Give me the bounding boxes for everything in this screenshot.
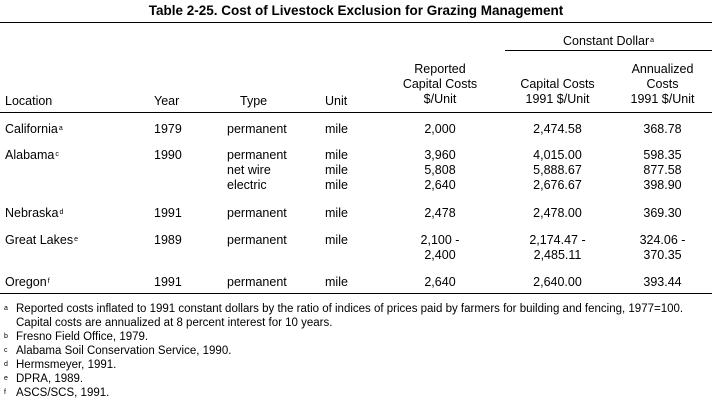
- row-annualized: 324.06 -: [639, 233, 686, 247]
- row-year: 1990: [154, 148, 182, 162]
- row-capital: 2,174.47 -: [529, 233, 586, 247]
- row-reported: 2,000: [424, 122, 456, 136]
- row-year: 1979: [154, 122, 182, 136]
- row-type: permanent: [227, 122, 287, 136]
- row-annualized: 877.58: [643, 163, 682, 177]
- row-year: 1989: [154, 233, 182, 247]
- row-capital: 2,676.67: [533, 178, 582, 192]
- row-unit: mile: [325, 122, 348, 136]
- constant-dollar-mark: a: [650, 37, 655, 44]
- footnote: e DPRA, 1989.: [4, 373, 84, 385]
- footnote: a Reported costs inflated to 1991 constan…: [4, 303, 684, 315]
- row-unit: mile: [325, 163, 348, 177]
- bottom-rule: [0, 293, 712, 294]
- header-type: Type: [240, 94, 268, 108]
- row-unit: mile: [325, 206, 348, 220]
- row-capital: 2,485.11: [533, 248, 582, 262]
- row-capital: 5,888.67: [533, 163, 582, 177]
- row-year: 1991: [154, 206, 182, 220]
- row-year: 1991: [154, 275, 182, 289]
- row-annualized: 369.30: [643, 206, 682, 220]
- header-capital-line: 1991 $/Unit: [525, 92, 590, 106]
- row-capital: 2,474.58: [533, 122, 582, 136]
- row-reported: 5,808: [424, 163, 456, 177]
- row-capital: 2,640.00: [533, 275, 582, 289]
- header-reported: Reported Capital Costs $/Unit: [380, 62, 500, 107]
- row-location: Oregonf: [5, 275, 50, 289]
- row-annualized: 398.90: [643, 178, 682, 192]
- row-reported: 2,400: [424, 248, 456, 262]
- row-reported: 2,640: [424, 178, 456, 192]
- constant-dollar-rule: [505, 50, 712, 51]
- footnote: c Alabama Soil Conservation Service, 1990…: [4, 345, 232, 357]
- row-unit: mile: [325, 178, 348, 192]
- row-capital: 4,015.00: [533, 148, 582, 162]
- constant-dollar-label: Constant Dollar: [562, 34, 650, 48]
- row-type: permanent: [227, 275, 287, 289]
- header-reported-line: Capital Costs: [402, 77, 478, 91]
- row-location: Great Lakese: [5, 233, 78, 247]
- header-annualized-line: Annualized: [631, 62, 694, 76]
- row-location: Nebraskad: [5, 206, 64, 220]
- row-reported: 2,478: [424, 206, 456, 220]
- header-year: Year: [154, 94, 180, 108]
- row-reported: 2,640: [424, 275, 456, 289]
- header-reported-line: $/Unit: [423, 92, 457, 106]
- footnote: b Fresno Field Office, 1979.: [4, 331, 149, 343]
- row-location: Alabamac: [5, 148, 59, 162]
- row-type: permanent: [227, 233, 287, 247]
- header-capital-line: Capital Costs: [520, 77, 595, 91]
- header-annualized: Annualized Costs 1991 $/Unit: [615, 62, 710, 107]
- row-reported: 2,100 -: [420, 233, 460, 247]
- header-location: Location: [5, 94, 53, 108]
- header-unit: Unit: [325, 94, 348, 108]
- row-type: permanent: [227, 148, 287, 162]
- row-unit: mile: [325, 148, 348, 162]
- row-type: permanent: [227, 206, 287, 220]
- row-annualized: 598.35: [643, 148, 682, 162]
- footnote: Capital costs are annualized at 8 percen…: [16, 317, 333, 329]
- row-annualized: 370.35: [643, 248, 682, 262]
- header-reported-line: Reported: [414, 62, 466, 76]
- constant-dollar-header: Constant Dollara: [505, 34, 712, 49]
- header-rule: [0, 112, 712, 113]
- footnotes: a Reported costs inflated to 1991 constan…: [4, 302, 683, 400]
- header-annualized-line: 1991 $/Unit: [630, 92, 695, 106]
- header-annualized-line: Costs: [646, 77, 679, 91]
- footnote: d Hermsmeyer, 1991.: [4, 359, 117, 371]
- row-unit: mile: [325, 233, 348, 247]
- row-capital: 2,478.00: [533, 206, 582, 220]
- footnote: f ASCS/SCS, 1991.: [4, 387, 110, 399]
- row-location: Californiaa: [5, 122, 63, 136]
- header-capital: Capital Costs 1991 $/Unit: [505, 77, 610, 107]
- row-type: net wire: [227, 163, 271, 177]
- row-reported: 3,960: [424, 148, 456, 162]
- row-annualized: 393.44: [643, 275, 682, 289]
- row-type: electric: [227, 178, 267, 192]
- row-annualized: 368.78: [643, 122, 682, 136]
- top-rule: [0, 22, 712, 23]
- row-unit: mile: [325, 275, 348, 289]
- table-title: Table 2-25. Cost of Livestock Exclusion …: [148, 3, 564, 18]
